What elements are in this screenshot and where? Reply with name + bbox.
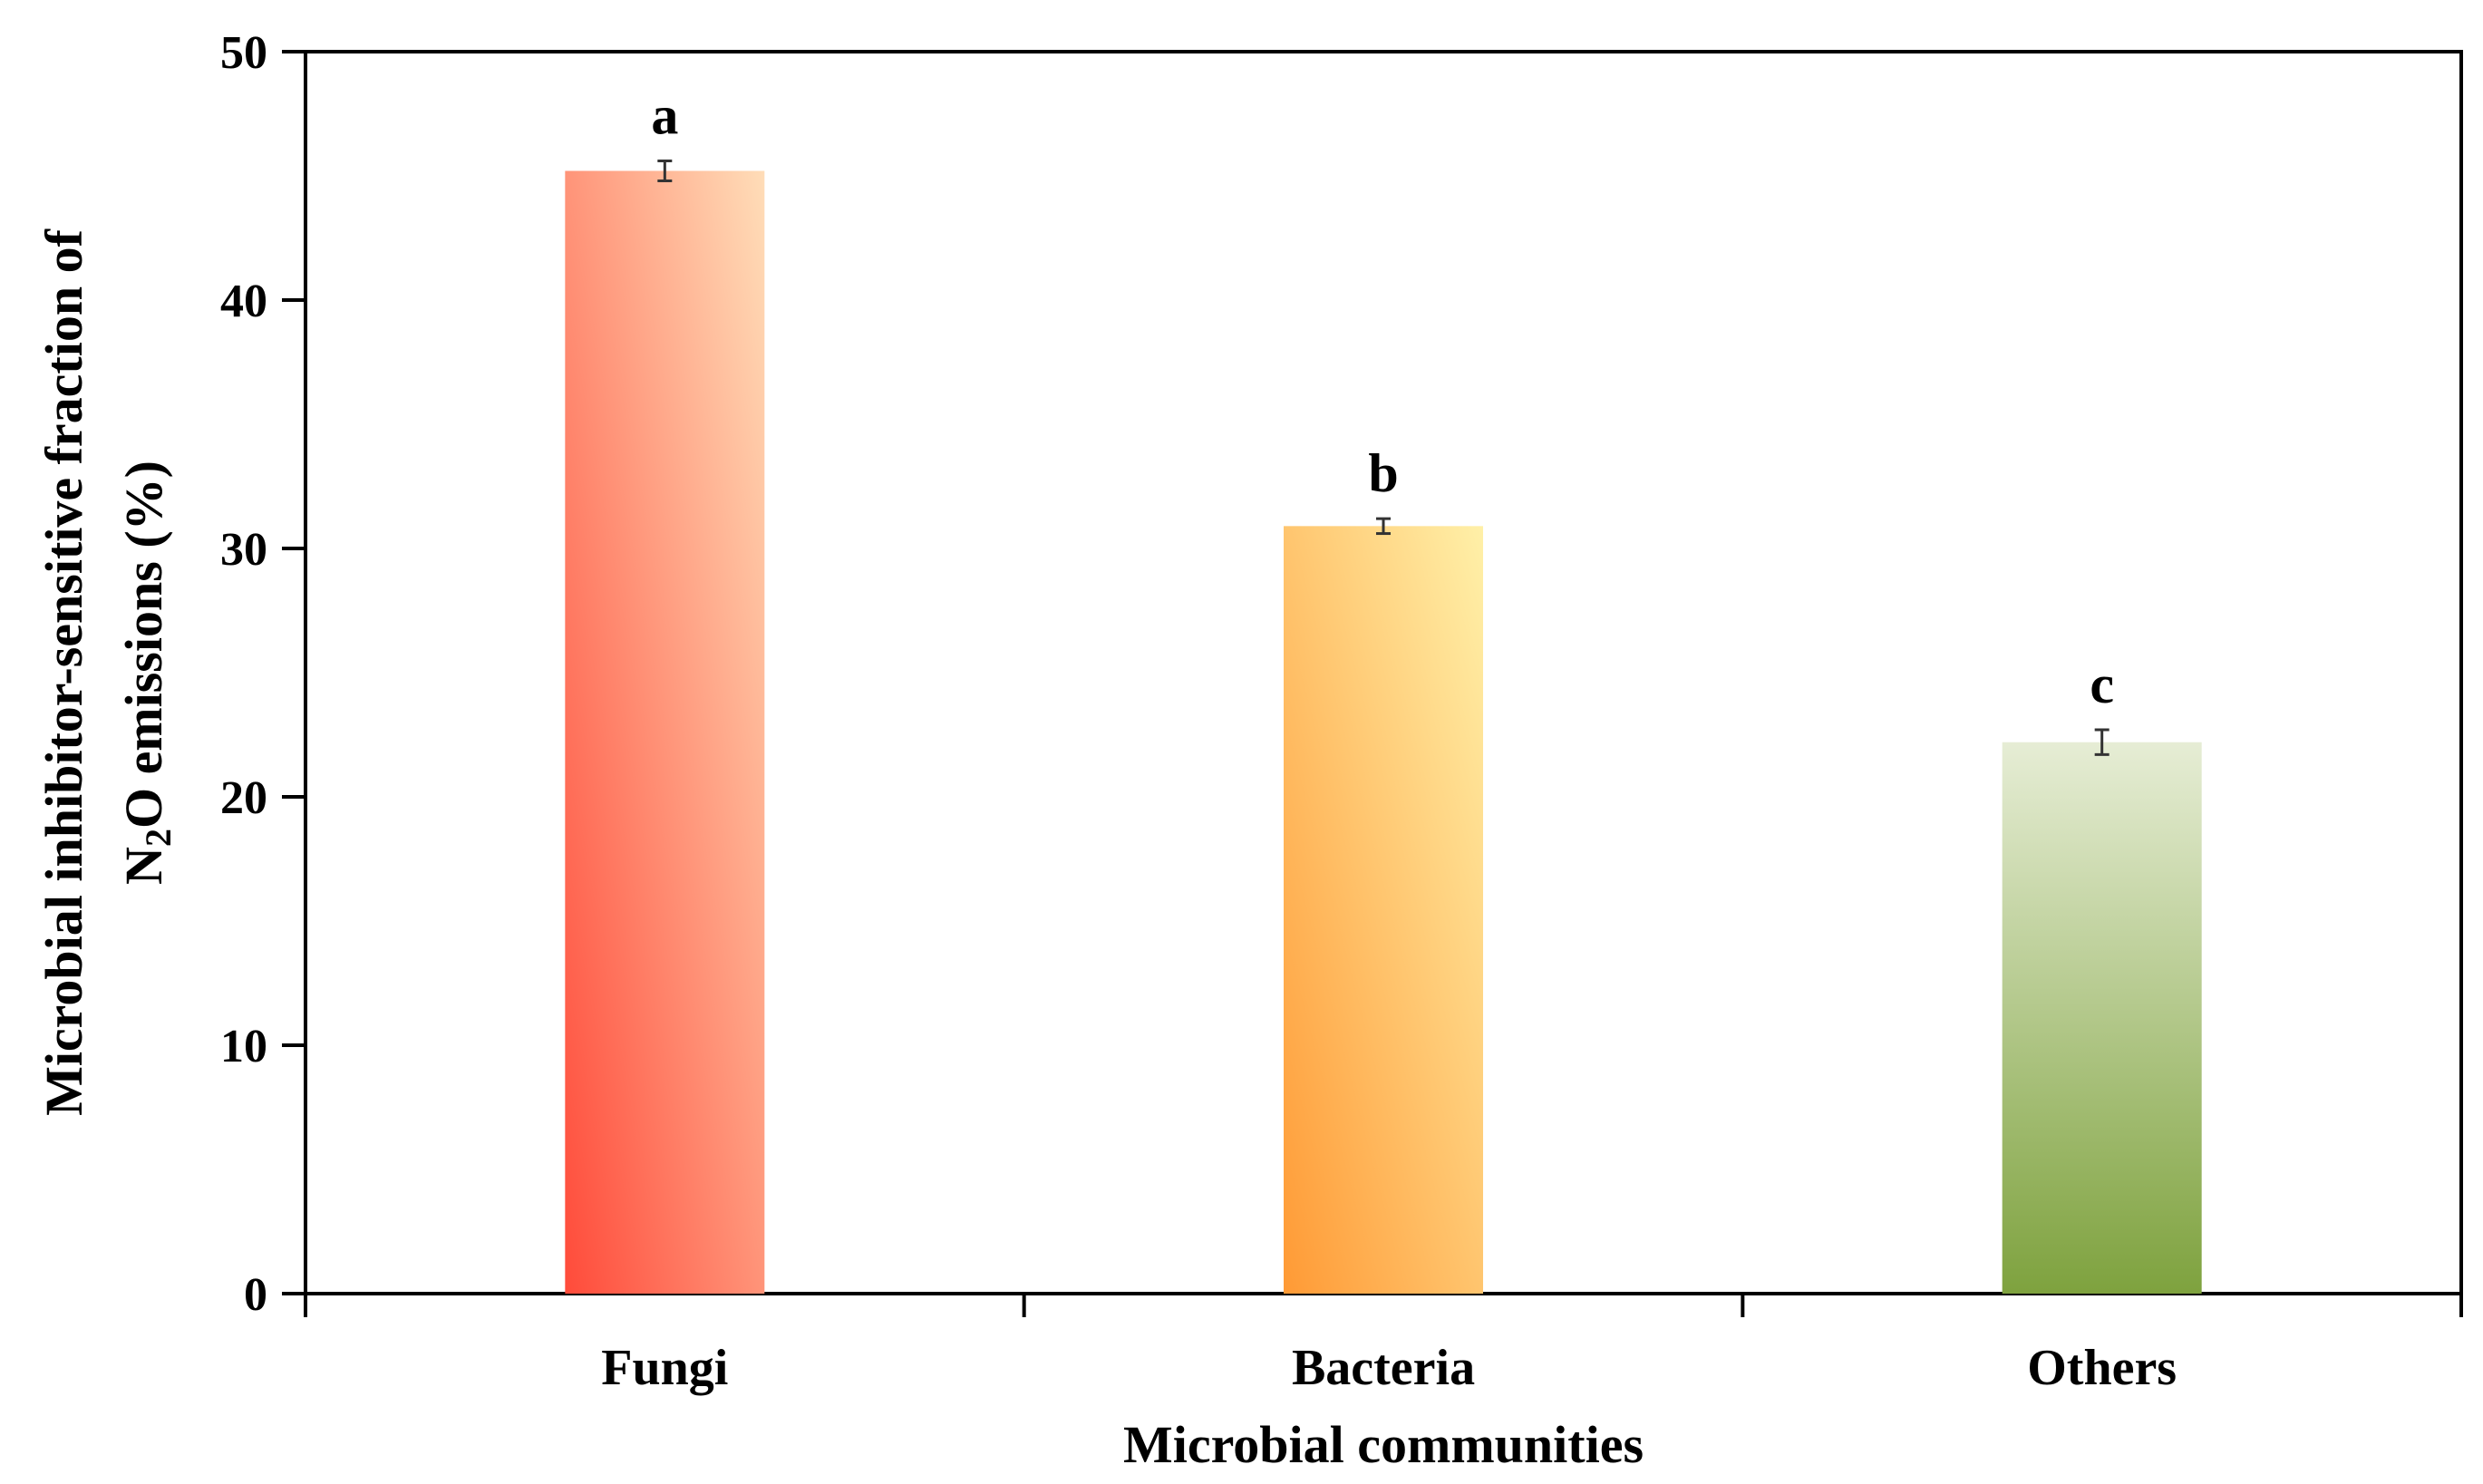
y-axis-title-rest: O emissions (%): [114, 461, 173, 829]
x-axis-title: Microbial communities: [1123, 1415, 1644, 1474]
x-tick-label-others: Others: [2027, 1340, 2177, 1396]
x-axis: Fungi Bacteria Others: [304, 1294, 2463, 1396]
y-tick-label: 20: [220, 772, 267, 824]
x-tick-label-bacteria: Bacteria: [1292, 1340, 1475, 1396]
y-tick-label: 40: [220, 276, 267, 327]
y-tick-label: 0: [244, 1269, 267, 1321]
significance-label-bacteria: b: [1368, 443, 1398, 503]
significance-label-fungi: a: [651, 86, 678, 146]
y-axis-title-subscript: 2: [138, 829, 179, 847]
significance-label-others: c: [2090, 655, 2114, 714]
x-tick-label-fungi: Fungi: [601, 1340, 728, 1396]
y-tick-label: 50: [220, 27, 267, 79]
y-tick-label: 10: [220, 1021, 267, 1072]
bar-bacteria: [1284, 526, 1483, 1294]
y-axis-title-n: N: [114, 847, 173, 885]
bar-fungi: [565, 170, 765, 1294]
y-axis-title-line2: N2O emissions (%): [114, 461, 179, 885]
bar-others: [2002, 742, 2202, 1294]
y-axis-title-line1: Microbial inhibitor-sensitive fraction o…: [34, 228, 93, 1116]
bars-group: a b c: [565, 86, 2202, 1294]
y-axis: 0 10 20 30 40 50: [220, 27, 306, 1321]
y-tick-label: 30: [220, 524, 267, 576]
